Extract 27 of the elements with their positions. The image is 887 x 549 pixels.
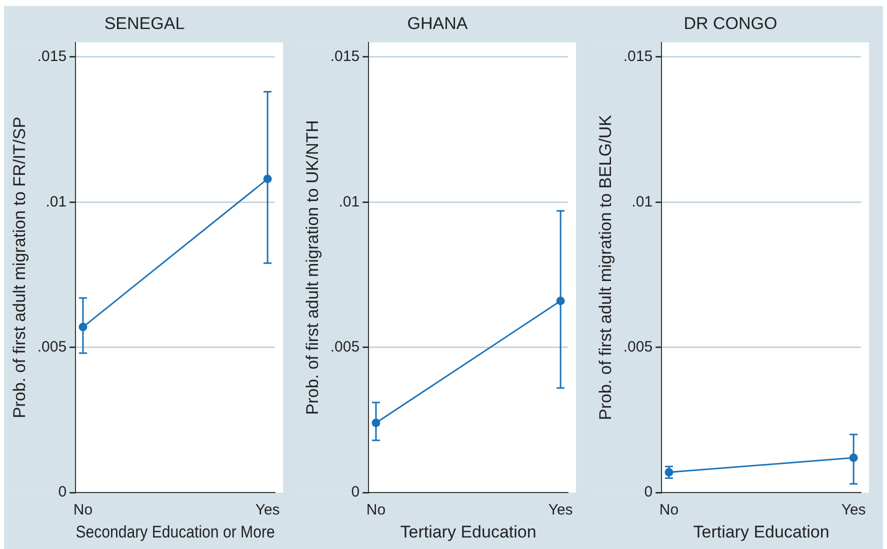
x-axis-title: Tertiary Education (400, 522, 536, 542)
y-tick-label: .005 (330, 338, 360, 356)
x-axis-title: Tertiary Education (693, 522, 830, 542)
y-tick-label: .01 (338, 193, 360, 210)
x-tick-label: Yes (841, 502, 866, 519)
x-axis-title: Secondary Education or More (76, 522, 275, 542)
y-axis-title: Prob. of first adult migration to BELG/UK (596, 114, 615, 420)
y-tick-label: 0 (58, 484, 67, 501)
y-tick-label: .015 (623, 48, 653, 66)
y-tick-label: 0 (644, 484, 653, 501)
y-tick-label: .015 (37, 48, 67, 66)
x-tick-label: Yes (548, 502, 573, 519)
x-tick-label: No (366, 502, 386, 519)
y-axis-title: Prob. of first adult migration to UK/NTH (302, 120, 322, 415)
chart-title: DR CONGO (684, 14, 778, 33)
chart-title: SENEGAL (104, 14, 185, 33)
y-tick-label: 0 (351, 484, 360, 501)
chart-title: GHANA (407, 14, 468, 33)
y-tick-label: .015 (330, 48, 360, 66)
y-axis-title: Prob. of first adult migration to FR/IT/SP (10, 116, 29, 418)
y-tick-label: .005 (623, 338, 653, 356)
x-tick-label: No (659, 502, 679, 519)
x-tick-label: No (73, 502, 93, 519)
y-tick-label: .01 (632, 193, 653, 210)
x-tick-label: Yes (255, 502, 280, 519)
y-tick-label: .005 (37, 338, 67, 356)
y-tick-label: .01 (46, 193, 67, 210)
